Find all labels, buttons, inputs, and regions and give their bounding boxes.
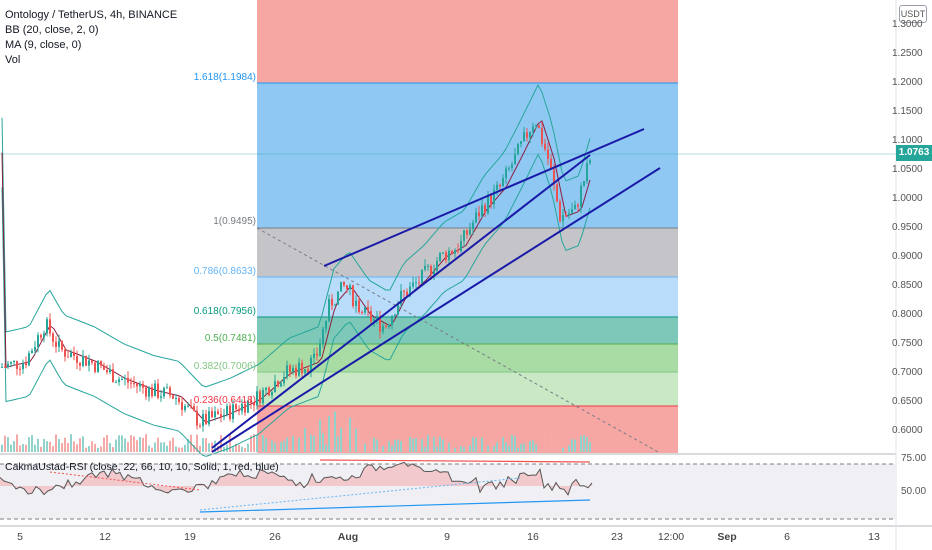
time-axis-label: 13 <box>868 531 880 543</box>
rsi-legend[interactable]: CakmaUstad-RSI (close, 22, 66, 10, 10, S… <box>5 461 279 473</box>
price-axis-label: 1.1000 <box>892 135 923 146</box>
time-axis-label: 26 <box>269 531 281 543</box>
price-axis-label: 0.8500 <box>892 280 923 291</box>
chart-legend: Ontology / TetherUS, 4h, BINANCE BB (20,… <box>5 8 177 68</box>
price-axis-label: 1.2500 <box>892 48 923 59</box>
fib-label-1: 1(0.9495) <box>213 216 256 227</box>
legend-ma[interactable]: MA (9, close, 0) <box>5 39 82 51</box>
legend-vol[interactable]: Vol <box>5 54 21 66</box>
fib-label-786: 0.786(0.8633) <box>193 266 256 277</box>
time-axis-label: 23 <box>611 531 623 543</box>
price-axis-label: 1.1500 <box>892 106 923 117</box>
time-axis-label: 16 <box>527 531 539 543</box>
time-axis-label: 9 <box>444 531 450 543</box>
time-axis-label: 6 <box>784 531 790 543</box>
fib-label-236: 0.236(0.6418) <box>193 395 256 406</box>
time-axis-label: 12 <box>99 531 111 543</box>
volume-bars <box>1 411 591 452</box>
price-axis-label: 0.8000 <box>892 309 923 320</box>
rsi-level-75: 75.00 <box>901 453 927 464</box>
fib-zones <box>256 0 678 454</box>
fib-label-1618: 1.618(1.1984) <box>193 72 256 83</box>
legend-bb[interactable]: BB (20, close, 2, 0) <box>5 24 99 36</box>
legend-symbol[interactable]: Ontology / TetherUS, 4h, BINANCE <box>5 9 178 21</box>
fib-label-618: 0.618(0.7956) <box>193 306 256 317</box>
price-axis-label: 0.7500 <box>892 338 923 349</box>
fib-zone-382 <box>257 372 678 406</box>
fib-zone-top <box>257 0 678 83</box>
price-axis-label: 1.3000 <box>892 19 923 30</box>
fib-label-5: 0.5(0.7481) <box>204 333 256 344</box>
trend-lines[interactable] <box>211 128 661 453</box>
price-axis-label: 0.9500 <box>892 222 923 233</box>
price-axis-label: 1.0000 <box>892 193 923 204</box>
fib-label-382: 0.382(0.7006) <box>193 361 256 372</box>
candles <box>1 121 591 432</box>
fib-zone-1618 <box>257 83 678 228</box>
price-axis-label: 0.7000 <box>892 367 923 378</box>
price-axis-label: 0.6500 <box>892 396 923 407</box>
price-axis-label: 0.9000 <box>892 251 923 262</box>
time-axis-label: 12:00 <box>657 531 685 543</box>
time-axis-label: 5 <box>17 531 23 543</box>
time-axis-label: Aug <box>337 531 359 543</box>
price-axis-label: 1.2000 <box>892 77 923 88</box>
time-axis-label: 19 <box>184 531 196 543</box>
rsi-level-50: 50.00 <box>901 486 927 497</box>
price-axis-label: 0.6000 <box>892 425 923 436</box>
currency-badge[interactable]: USDT <box>899 5 927 23</box>
rsi-pane <box>0 459 896 520</box>
current-price-tag: 1.0763 <box>896 145 932 161</box>
fib-zone-786 <box>257 277 678 317</box>
price-axis-label: 1.0500 <box>892 164 923 175</box>
time-axis-label: Sep <box>717 531 737 543</box>
